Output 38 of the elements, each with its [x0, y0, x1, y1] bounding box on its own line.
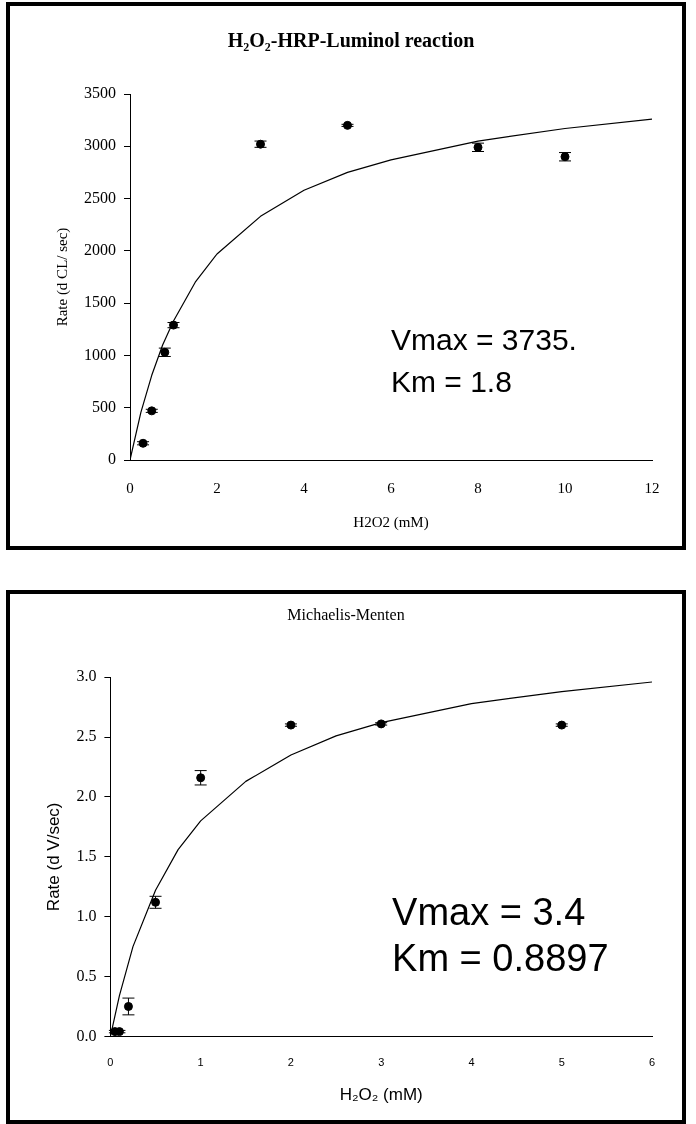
y-tick-label: 500	[92, 397, 116, 415]
x-tick-label: 2	[213, 479, 221, 496]
y-tick-label: 2.0	[76, 787, 97, 805]
y-tick-label: 2000	[84, 241, 116, 259]
annotation: Km = 1.8	[391, 365, 512, 399]
y-tick-label: 3500	[84, 84, 116, 102]
y-tick-label: 0.0	[76, 1026, 97, 1044]
x-tick-label: 4	[300, 479, 309, 496]
x-axis-title: H₂O₂ (mM)	[339, 1085, 423, 1105]
x-axis-title: H2O2 (mM)	[353, 513, 429, 531]
x-tick-label: 6	[387, 479, 396, 496]
x-tick-label: 8	[474, 479, 482, 496]
annotation: Vmax = 3735.	[391, 323, 577, 357]
x-tick-label: 3	[378, 1056, 385, 1069]
x-tick-label: 2	[287, 1056, 294, 1069]
y-tick-label: 0.5	[76, 966, 97, 984]
y-axis-title: Rate (d V/sec)	[43, 802, 63, 912]
x-tick-label: 5	[558, 1056, 565, 1069]
y-axis-title: Rate (d CL/ sec)	[53, 227, 71, 327]
x-tick-label: 6	[648, 1056, 656, 1069]
annotation: Vmax = 3.4	[392, 891, 586, 934]
x-tick-label: 10	[557, 479, 573, 496]
y-tick-label: 1.5	[76, 847, 97, 864]
y-tick-label: 1500	[84, 293, 116, 311]
x-tick-label: 12	[644, 479, 660, 496]
y-tick-label: 3.0	[76, 667, 97, 685]
y-tick-label: 2.5	[76, 727, 97, 745]
x-tick-label: 4	[468, 1056, 475, 1069]
x-tick-label: 1	[197, 1056, 204, 1069]
annotation: Km = 0.8897	[392, 937, 609, 980]
y-tick-label: 1.0	[76, 906, 97, 924]
y-tick-label: 1000	[84, 345, 116, 363]
y-tick-label: 3000	[84, 136, 116, 154]
chart-title: H₂O₂-HRP-Luminol reaction	[227, 29, 475, 52]
y-tick-label: 2500	[84, 188, 116, 206]
chart-title: Michaelis-Menten	[287, 605, 405, 623]
x-tick-label: 0	[126, 479, 134, 496]
y-tick-label: 0	[108, 450, 116, 468]
